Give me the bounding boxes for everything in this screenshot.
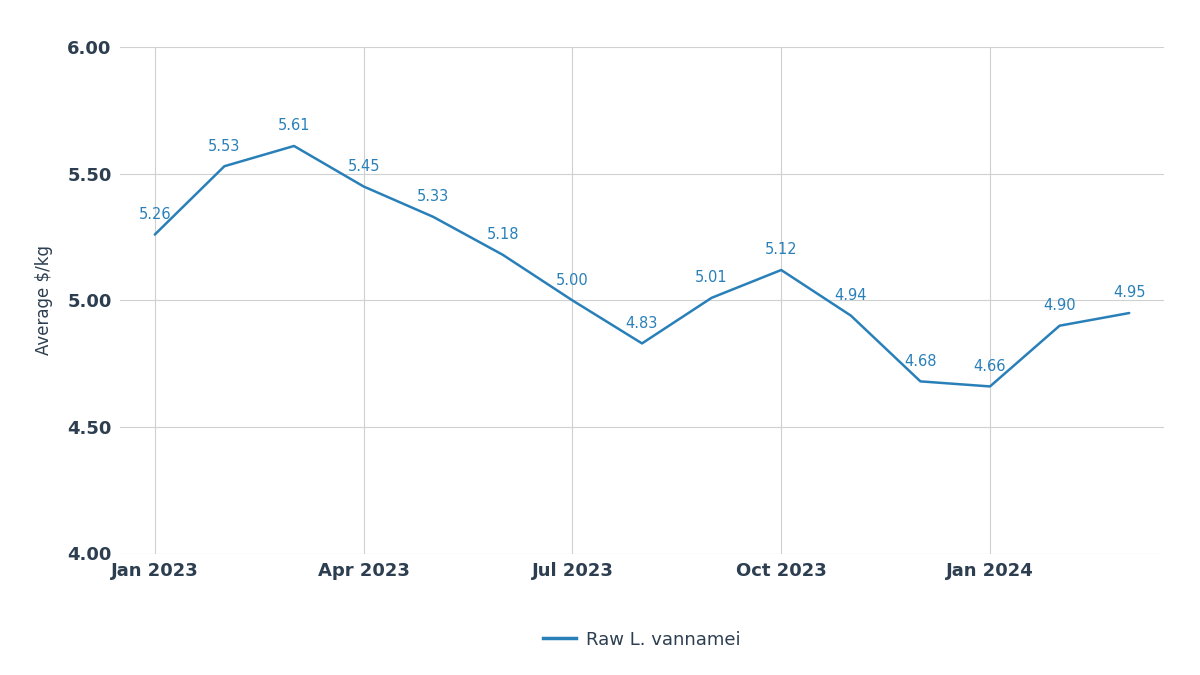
Text: 5.61: 5.61 [277, 118, 311, 134]
Text: 4.83: 4.83 [626, 316, 658, 331]
Text: 4.66: 4.66 [973, 359, 1007, 374]
Legend: Raw L. vannamei: Raw L. vannamei [535, 624, 749, 656]
Text: 5.18: 5.18 [486, 227, 520, 242]
Text: 5.00: 5.00 [556, 273, 589, 288]
Text: 4.68: 4.68 [904, 354, 937, 369]
Text: 4.94: 4.94 [834, 288, 868, 303]
Y-axis label: Average $/kg: Average $/kg [36, 246, 54, 355]
Text: 5.01: 5.01 [695, 270, 728, 285]
Text: 4.95: 4.95 [1112, 286, 1146, 300]
Text: 5.26: 5.26 [138, 207, 172, 222]
Text: 5.33: 5.33 [418, 189, 449, 204]
Text: 5.53: 5.53 [209, 138, 240, 154]
Text: 4.90: 4.90 [1043, 298, 1076, 313]
Text: 5.45: 5.45 [347, 159, 380, 174]
Text: 5.12: 5.12 [764, 242, 798, 257]
